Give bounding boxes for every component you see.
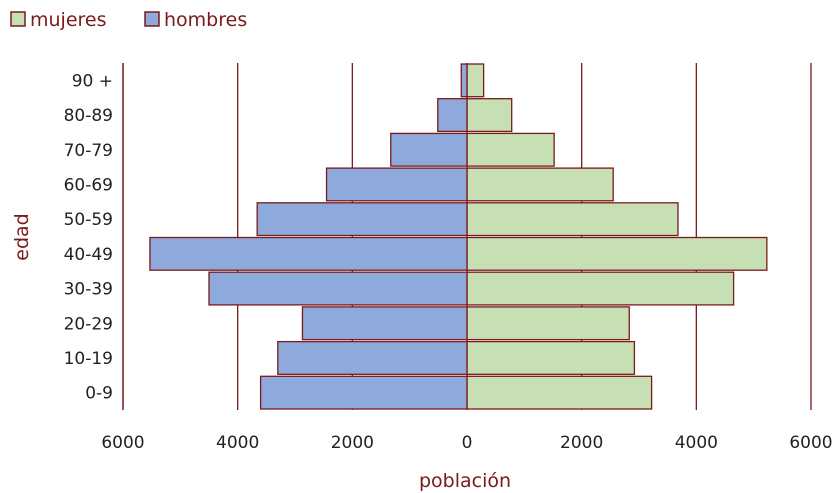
x-tick-label: 6000 — [101, 433, 144, 453]
bar-hombres-60-69 — [325, 167, 468, 202]
y-tick-labels: 0-9 10-19 20-29 30-39 40-49 50-59 60-69 70-79 80… — [64, 71, 113, 403]
bar-hombres-80-89 — [437, 98, 468, 133]
x-tick-label: 2000 — [331, 433, 374, 453]
bar-mujeres-90plus — [466, 63, 485, 98]
y-tick-label: 0-9 — [85, 384, 113, 404]
bar-hombres-10-19 — [277, 340, 468, 375]
y-tick-label: 20-29 — [64, 314, 113, 334]
x-axis-title: población — [419, 470, 511, 492]
x-tick-label: 4000 — [216, 433, 259, 453]
bar-mujeres-30-39 — [466, 271, 735, 306]
x-tick-label: 2000 — [560, 433, 603, 453]
y-tick-label: 80-89 — [64, 106, 113, 126]
legend: mujeres hombres — [10, 9, 247, 31]
x-tick-labels: 6000 4000 2000 0 2000 4000 6000 — [101, 433, 832, 453]
bars-group — [149, 63, 768, 410]
bar-mujeres-50-59 — [466, 202, 679, 237]
bar-hombres-0-9 — [259, 375, 468, 410]
y-tick-label: 90 + — [72, 71, 113, 91]
legend-label-mujeres: mujeres — [30, 9, 107, 31]
y-tick-label: 50-59 — [64, 210, 113, 230]
y-axis-title: edad — [11, 213, 33, 260]
bar-mujeres-0-9 — [466, 375, 653, 410]
bar-mujeres-80-89 — [466, 98, 513, 133]
bar-mujeres-70-79 — [466, 132, 555, 167]
y-tick-label: 70-79 — [64, 141, 113, 161]
x-tick-label: 4000 — [675, 433, 718, 453]
x-tick-label: 0 — [462, 433, 473, 453]
bar-hombres-70-79 — [390, 132, 468, 167]
bar-mujeres-60-69 — [466, 167, 614, 202]
y-tick-label: 30-39 — [64, 280, 113, 300]
bar-mujeres-20-29 — [466, 306, 630, 341]
bar-hombres-20-29 — [301, 306, 468, 341]
legend-swatch-mujeres — [10, 11, 26, 27]
bar-mujeres-10-19 — [466, 340, 636, 375]
x-tick-label: 6000 — [789, 433, 832, 453]
legend-label-hombres: hombres — [164, 9, 247, 31]
y-tick-label: 40-49 — [64, 245, 113, 265]
bar-hombres-30-39 — [208, 271, 468, 306]
legend-swatch-hombres — [144, 11, 160, 27]
bar-mujeres-40-49 — [466, 236, 768, 271]
bar-hombres-50-59 — [256, 202, 468, 237]
y-tick-label: 10-19 — [64, 349, 113, 369]
bar-hombres-40-49 — [149, 236, 468, 271]
bar-hombres-90plus — [460, 63, 468, 98]
y-tick-label: 60-69 — [64, 175, 113, 195]
